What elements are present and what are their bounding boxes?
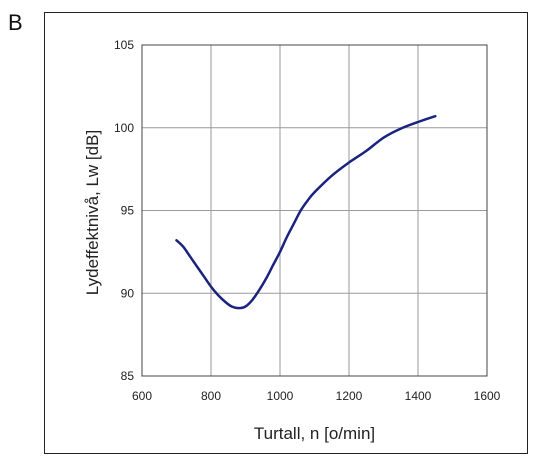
chart-frame	[44, 12, 528, 454]
x-tick-label: 600	[132, 389, 152, 403]
x-tick-label: 1200	[336, 389, 363, 403]
y-tick-labels: 85 90 95 100 105	[114, 38, 134, 383]
x-tick-labels: 600 800 1000 1200 1400 1600	[132, 389, 501, 403]
y-axis-label: Lydeffektnivå, Lw [dB]	[83, 130, 102, 295]
x-tick-label: 1000	[267, 389, 294, 403]
panel-label: B	[8, 10, 23, 35]
y-tick-label: 85	[121, 369, 135, 383]
x-axis-label: Turtall, n [o/min]	[254, 424, 375, 443]
grid	[141, 44, 488, 377]
plot-area	[141, 44, 488, 377]
series-line	[175, 114, 437, 310]
y-tick-label: 95	[121, 204, 135, 218]
x-tick-label: 1400	[405, 389, 432, 403]
x-tick-label: 1600	[474, 389, 501, 403]
x-tick-label: 800	[201, 389, 221, 403]
y-tick-label: 100	[114, 121, 134, 135]
y-tick-label: 90	[121, 286, 135, 300]
y-tick-label: 105	[114, 38, 134, 52]
